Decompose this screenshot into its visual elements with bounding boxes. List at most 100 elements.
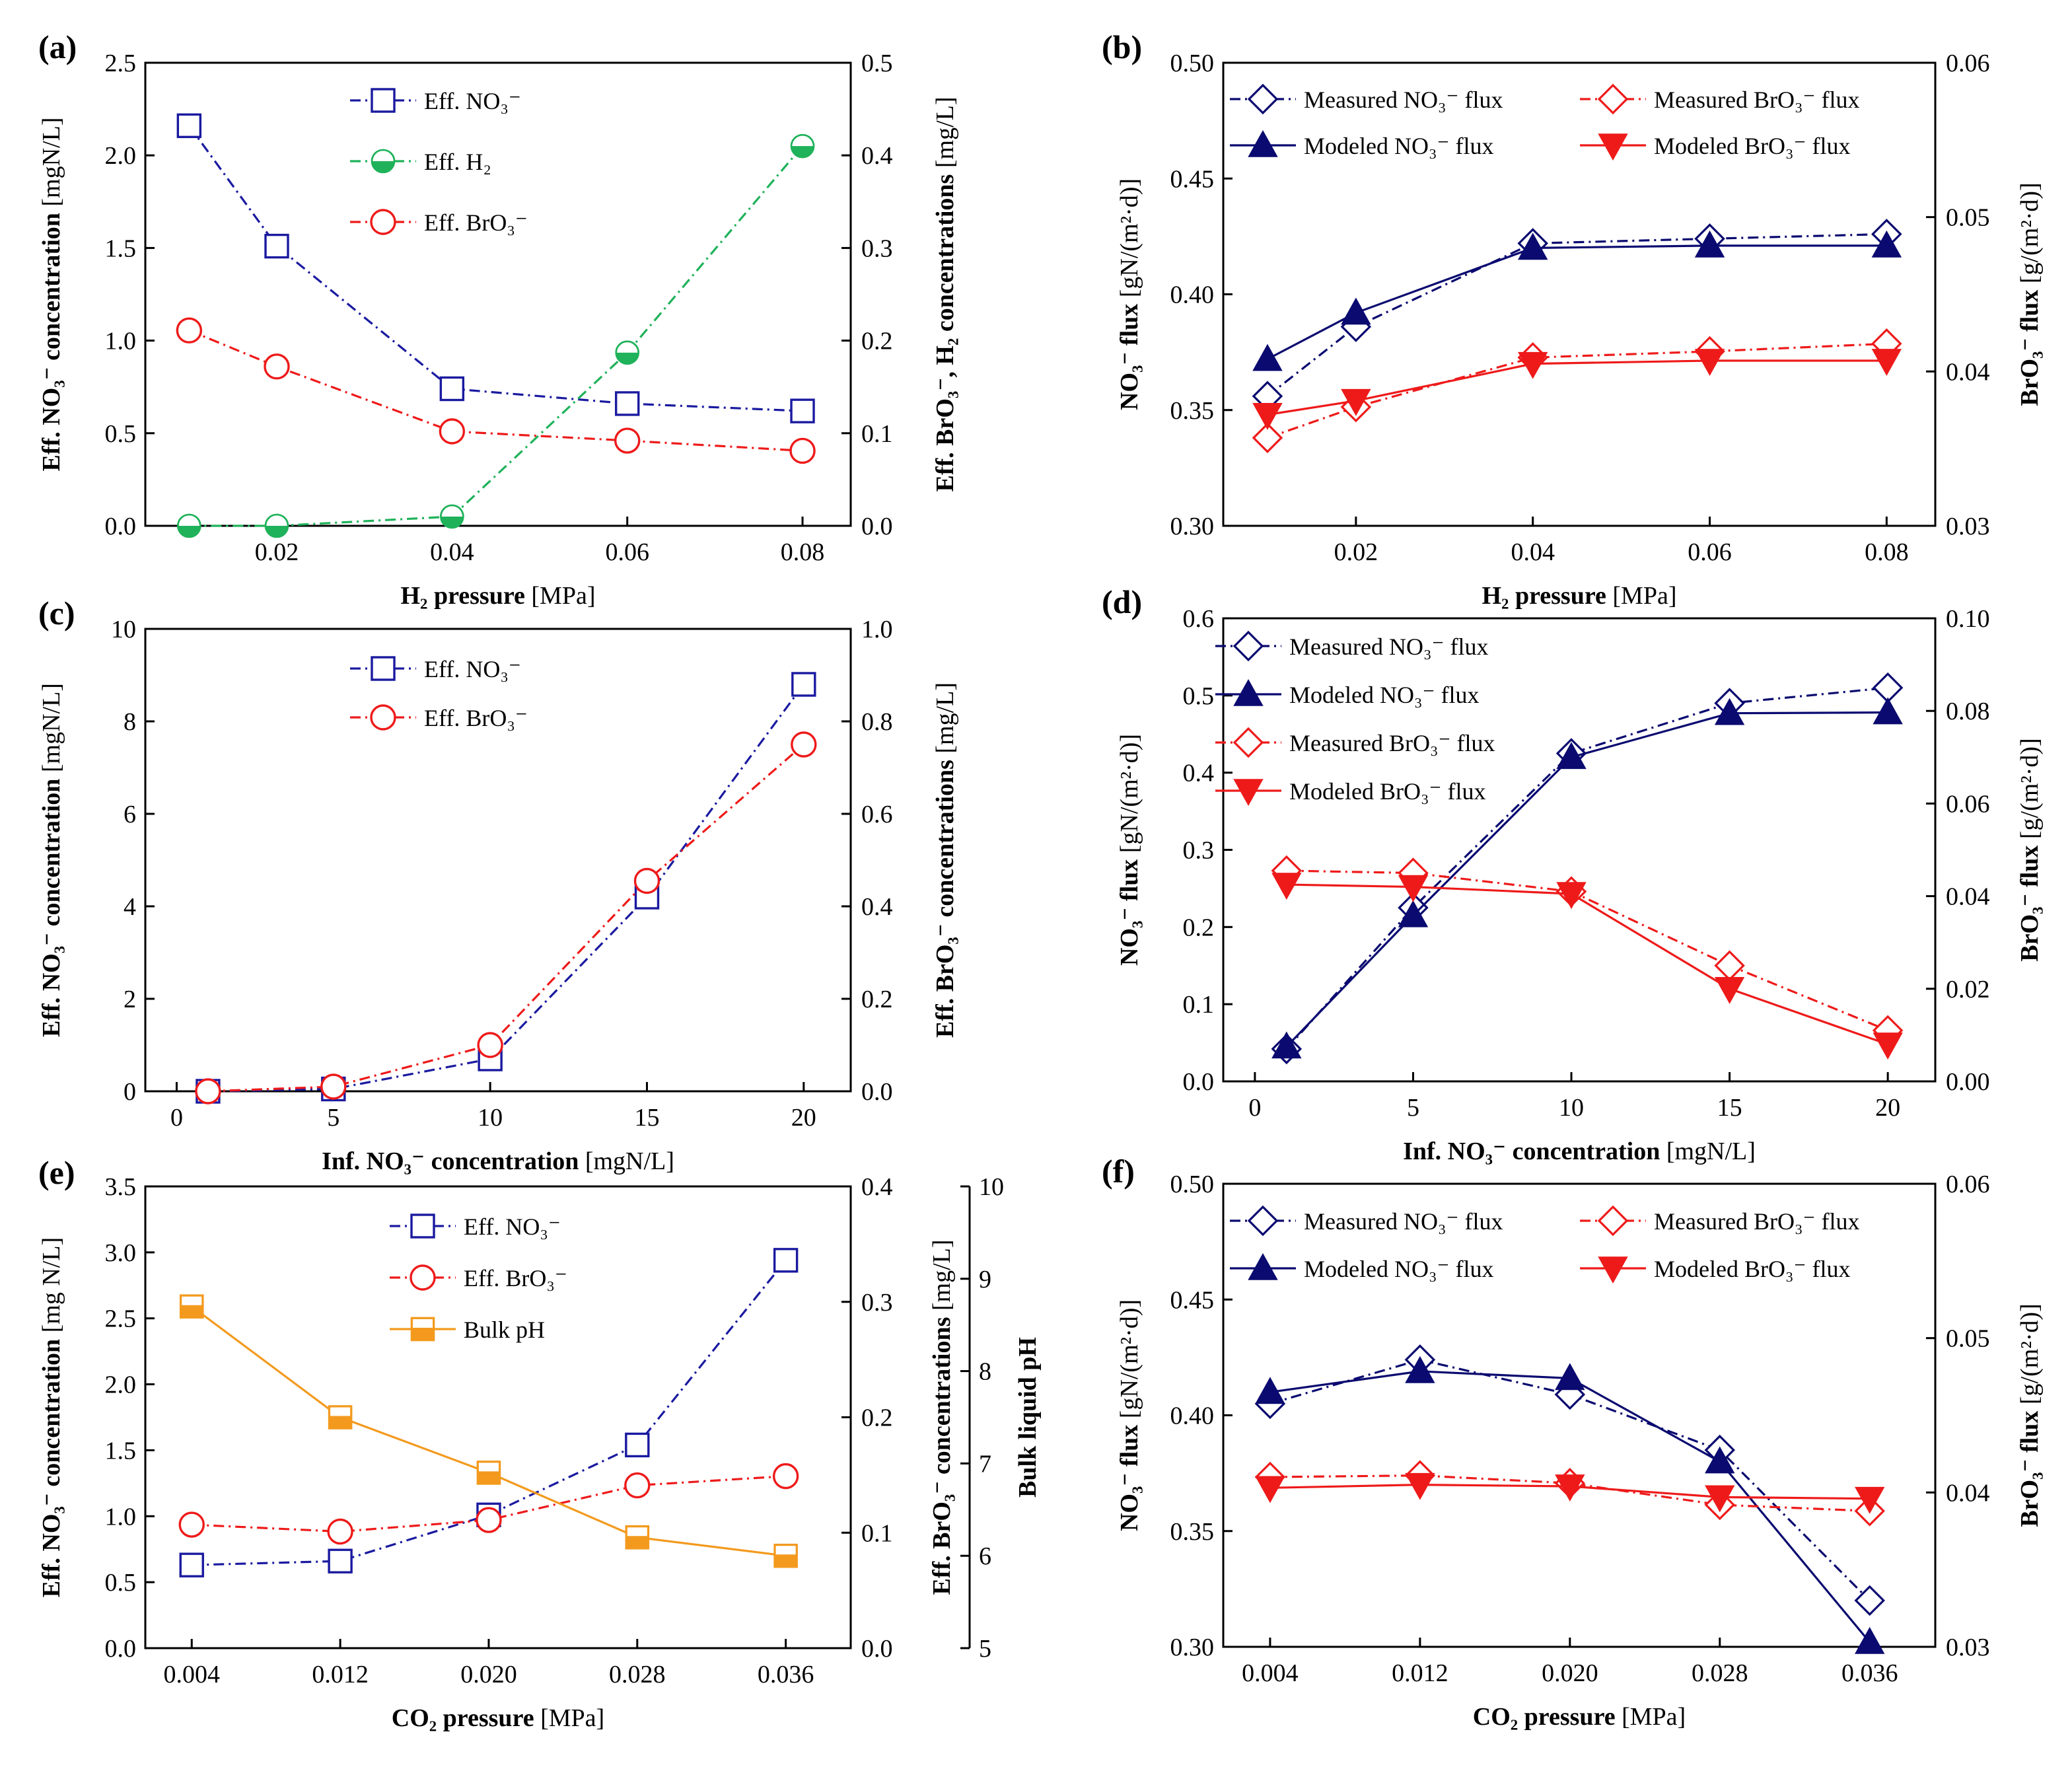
- chart-panel-b: 0.02 0.04 0.06 0.08 0.30 0.35 0.40 0.45 0.50 0.03…: [1102, 28, 2044, 610]
- plot-frame: [144, 1185, 852, 1649]
- data-point-series-3: [1252, 402, 1283, 430]
- data-point-series-1: [177, 513, 201, 538]
- plot-frame: [1222, 1182, 1937, 1648]
- legend-marker: [1232, 630, 1264, 662]
- x-axis-label: Inf. NO₃⁻ concentration [mgN/L]: [1403, 1138, 1756, 1165]
- y-left-tick-label: 6: [124, 801, 136, 828]
- y-left-tick-label: 0.5: [1183, 682, 1215, 710]
- y-right-tick-label: 0.00: [1946, 1068, 1990, 1096]
- legend-marker: [410, 1317, 435, 1342]
- legend-label: Modeled BrO₃⁻ flux: [1289, 778, 1486, 805]
- legend: Eff. NO₃⁻ Eff. H₂ Eff. BrO₃⁻: [350, 88, 528, 236]
- legend-marker: [1232, 727, 1264, 758]
- marker-top: [775, 1546, 796, 1555]
- data-point-series-3: [1341, 388, 1371, 416]
- legend: Eff. NO₃⁻ Eff. BrO₃⁻: [350, 656, 528, 731]
- y-right-axis-label: BrO₃⁻ flux [g/(m²·d)]: [2016, 738, 2044, 961]
- y-left-tick-label: 2.5: [105, 1305, 137, 1333]
- panel-letter: (f): [1102, 1153, 1135, 1190]
- data-point-series-1: [1871, 230, 1902, 258]
- panel-letter: (a): [38, 28, 77, 65]
- data-point-series-1: [772, 1463, 799, 1490]
- legend-label: Eff. BrO₃⁻: [424, 705, 528, 731]
- legend-label: Measured BrO₃⁻ flux: [1654, 1208, 1859, 1235]
- data-point-series-1: [791, 731, 817, 758]
- data-point-series-1: [195, 1078, 221, 1104]
- x-tick-label: 0.04: [430, 538, 474, 566]
- y-left-tick-label: 0.30: [1170, 513, 1215, 540]
- legend: Measured NO₃⁻ flux Modeled NO₃⁻ flux Measu…: [1230, 1205, 1859, 1284]
- marker-top: [371, 149, 396, 162]
- data-point-series-3: [1398, 875, 1429, 902]
- legend-label: Modeled BrO₃⁻ flux: [1654, 1256, 1851, 1282]
- data-point-series-0: [176, 113, 202, 139]
- data-point-series-2: [439, 418, 466, 445]
- data-point-series-3: [1694, 349, 1725, 377]
- x-tick-label: 0.06: [1688, 538, 1732, 566]
- data-point-series-0: [439, 376, 465, 402]
- series-line-0: [207, 684, 805, 1093]
- data-point-series-0: [773, 1248, 799, 1273]
- y-left-tick-label: 0.30: [1170, 1634, 1215, 1661]
- legend-marker: [1233, 779, 1264, 807]
- data-point-series-3: [1555, 1474, 1585, 1502]
- x-axis-label: CO₂ pressure [MPa]: [1473, 1703, 1686, 1731]
- plot-frame: [144, 628, 852, 1093]
- y-left-tick-label: 0.35: [1170, 397, 1215, 425]
- data-point-series-1: [624, 1472, 651, 1499]
- y-right-tick-label: 0.6: [861, 801, 893, 828]
- data-point-series-2: [789, 437, 816, 464]
- legend-label: Measured BrO₃⁻ flux: [1289, 730, 1495, 756]
- x-tick-label: 0.02: [255, 538, 299, 566]
- y-right-axis-label: BrO₃⁻ flux [g/(m²·d)]: [2016, 182, 2044, 406]
- y-left-tick-label: 1.0: [105, 1503, 137, 1531]
- x-tick-label: 0.028: [1692, 1659, 1748, 1687]
- legend-label: Modeled NO₃⁻ flux: [1289, 682, 1480, 708]
- x-tick-label: 0: [1248, 1094, 1261, 1122]
- data-point-series-1: [1855, 1626, 1885, 1654]
- data-point-series-2: [614, 427, 641, 454]
- marker-fill: [791, 146, 814, 158]
- legend-label: Eff. NO₃⁻: [424, 88, 521, 114]
- y-right-tick-label: 0.2: [861, 986, 893, 1013]
- x-tick-label: 0.028: [609, 1661, 666, 1688]
- data-point-series-1: [476, 1507, 502, 1533]
- data-point-series-1: [1252, 344, 1283, 371]
- y-left-tick-label: 0.0: [1183, 1068, 1215, 1096]
- y-right-tick-label: 0.06: [1946, 50, 1990, 77]
- y-left-tick-label: 0.4: [1183, 760, 1215, 787]
- data-point-series-2: [264, 353, 290, 380]
- x-tick-label: 20: [791, 1104, 816, 1132]
- y-right-axis-label: Eff. BrO₃⁻, H₂ concentrations [mg/L]: [931, 97, 959, 492]
- series-line-1: [1285, 711, 1888, 1048]
- data-point-series-3: [1255, 1476, 1285, 1503]
- x-tick-label: 5: [327, 1104, 339, 1132]
- y-left-tick-label: 0.50: [1170, 50, 1215, 77]
- data-point-series-2: [1252, 422, 1283, 454]
- y-right-axis-label: Eff. BrO₃⁻ concentrations [mg/L]: [931, 682, 959, 1038]
- data-point-series-1: [1271, 1031, 1302, 1059]
- y-left-tick-label: 0: [124, 1078, 136, 1106]
- y-left-tick-label: 3.5: [105, 1173, 137, 1201]
- y-right-tick-label: 0.08: [1946, 698, 1990, 725]
- y-left-axis-label: NO₃⁻ flux [gN/(m²·d)]: [1116, 1299, 1143, 1531]
- data-point-series-1: [1705, 1446, 1735, 1474]
- x-tick-label: 0: [170, 1104, 183, 1132]
- y-left-tick-label: 0.1: [1183, 991, 1215, 1019]
- legend-marker: [1248, 1252, 1278, 1280]
- data-point-series-1: [1341, 297, 1371, 325]
- x-axis-label: H₂ pressure [MPa]: [1482, 582, 1677, 610]
- data-point-series-2: [1714, 950, 1745, 982]
- legend-marker: [1598, 133, 1628, 161]
- legend-label: Modeled NO₃⁻ flux: [1304, 1256, 1494, 1282]
- y-left-tick-label: 0.0: [105, 1635, 137, 1663]
- legend-label: Modeled BrO₃⁻ flux: [1654, 133, 1851, 159]
- data-point-series-3: [1855, 1486, 1885, 1514]
- y-left-tick-label: 0.6: [1183, 605, 1215, 633]
- legend-label: Measured NO₃⁻ flux: [1304, 87, 1503, 113]
- marker-top: [264, 513, 289, 526]
- data-point-series-3: [1405, 1472, 1435, 1500]
- y-right-tick-label: 0.8: [861, 708, 893, 736]
- x-tick-label: 0.06: [605, 538, 649, 566]
- y-right-tick-label: 0.3: [861, 1289, 893, 1317]
